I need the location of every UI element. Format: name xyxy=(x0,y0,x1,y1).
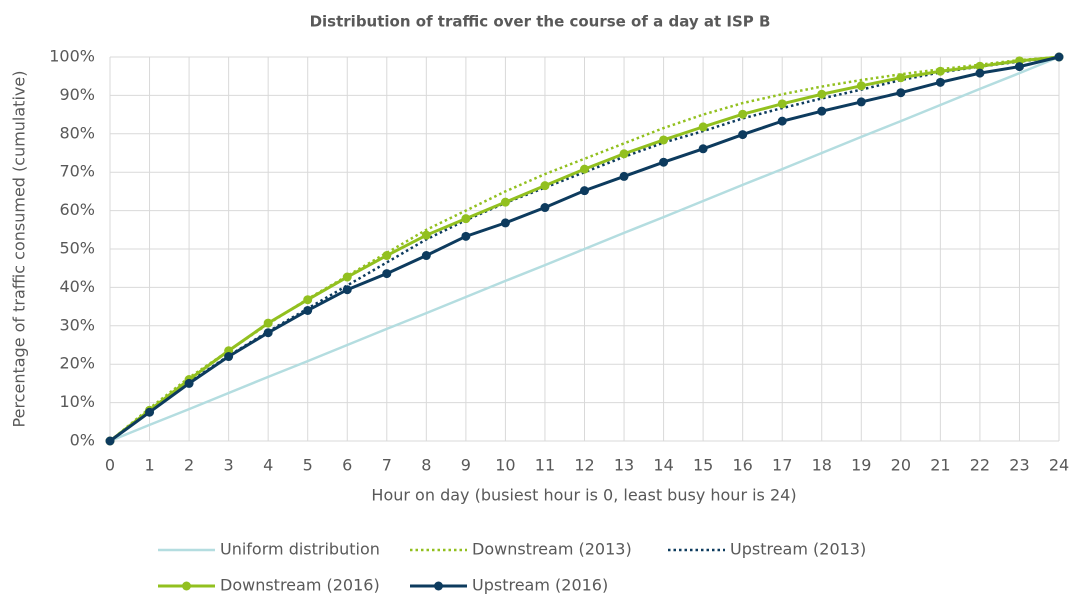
legend-label: Downstream (2013) xyxy=(472,540,632,559)
legend-marker xyxy=(434,581,443,591)
y-tick-label: 50% xyxy=(59,239,95,258)
point xyxy=(935,77,945,87)
x-tick-label: 10 xyxy=(495,456,515,475)
x-tick-label: 16 xyxy=(732,456,752,475)
legend-marker xyxy=(182,581,191,591)
point xyxy=(698,144,708,154)
point xyxy=(421,230,431,240)
x-tick-label: 11 xyxy=(535,456,555,475)
point xyxy=(461,214,471,224)
point xyxy=(145,407,155,417)
point xyxy=(382,251,392,261)
y-tick-label: 40% xyxy=(59,277,95,296)
point xyxy=(421,251,431,261)
point xyxy=(184,378,194,388)
point xyxy=(303,295,313,305)
point xyxy=(975,68,985,78)
point xyxy=(738,109,748,119)
point xyxy=(738,130,748,140)
point xyxy=(777,116,787,126)
point xyxy=(619,149,629,159)
x-tick-label: 4 xyxy=(263,456,273,475)
series-line xyxy=(109,55,1060,443)
x-tick-label: 0 xyxy=(105,456,115,475)
x-tick-label: 7 xyxy=(382,456,392,475)
point xyxy=(303,305,313,315)
y-tick-label: 100% xyxy=(49,47,95,66)
point xyxy=(1014,62,1024,72)
point xyxy=(224,352,234,362)
point xyxy=(382,269,392,279)
point xyxy=(817,89,827,99)
legend-label: Upstream (2016) xyxy=(472,576,608,595)
point xyxy=(975,61,985,71)
point xyxy=(540,203,550,213)
point xyxy=(817,106,827,116)
y-tick-label: 10% xyxy=(59,392,95,411)
x-tick-label: 5 xyxy=(303,456,313,475)
point xyxy=(659,135,669,145)
x-tick-label: 6 xyxy=(342,456,352,475)
point xyxy=(856,97,866,107)
y-tick-label: 60% xyxy=(59,200,95,219)
legend-label: Downstream (2016) xyxy=(220,576,380,595)
x-tick-label: 2 xyxy=(184,456,194,475)
y-tick-label: 80% xyxy=(59,123,95,142)
point xyxy=(342,285,352,295)
point xyxy=(659,157,669,167)
point xyxy=(1054,52,1064,62)
x-tick-label: 24 xyxy=(1049,456,1069,475)
x-tick-label: 9 xyxy=(461,456,471,475)
point xyxy=(698,122,708,132)
x-tick-label: 13 xyxy=(614,456,634,475)
x-tick-label: 18 xyxy=(812,456,832,475)
point xyxy=(619,171,629,181)
point xyxy=(500,197,510,207)
point xyxy=(263,318,273,328)
y-axis-label: Percentage of traffic consumed (cumulati… xyxy=(10,71,29,428)
point xyxy=(777,99,787,109)
point xyxy=(856,81,866,91)
y-tick-label: 20% xyxy=(59,354,95,373)
legend-label: Upstream (2013) xyxy=(730,540,866,559)
point xyxy=(540,181,550,191)
point xyxy=(580,186,589,196)
point xyxy=(580,164,589,174)
x-tick-label: 23 xyxy=(1009,456,1029,475)
point xyxy=(935,66,945,76)
x-tick-label: 12 xyxy=(574,456,594,475)
legend-label: Uniform distribution xyxy=(220,540,380,559)
x-tick-label: 21 xyxy=(930,456,950,475)
x-tick-label: 15 xyxy=(693,456,713,475)
point xyxy=(896,73,906,83)
x-tick-label: 17 xyxy=(772,456,792,475)
point xyxy=(263,328,273,338)
y-tick-label: 90% xyxy=(59,85,95,104)
chart-title: Distribution of traffic over the course … xyxy=(310,13,771,31)
x-tick-label: 3 xyxy=(224,456,234,475)
point xyxy=(461,231,471,241)
point xyxy=(896,88,906,98)
y-tick-label: 0% xyxy=(70,431,95,450)
x-tick-label: 14 xyxy=(653,456,673,475)
x-tick-label: 22 xyxy=(970,456,990,475)
x-tick-label: 20 xyxy=(891,456,911,475)
x-tick-label: 8 xyxy=(421,456,431,475)
point xyxy=(105,436,115,446)
point xyxy=(500,218,510,228)
point xyxy=(342,272,352,282)
x-tick-label: 19 xyxy=(851,456,871,475)
y-tick-label: 70% xyxy=(59,162,95,181)
y-tick-label: 30% xyxy=(59,315,95,334)
x-axis-label: Hour on day (busiest hour is 0, least bu… xyxy=(371,486,796,505)
x-tick-label: 1 xyxy=(144,456,154,475)
